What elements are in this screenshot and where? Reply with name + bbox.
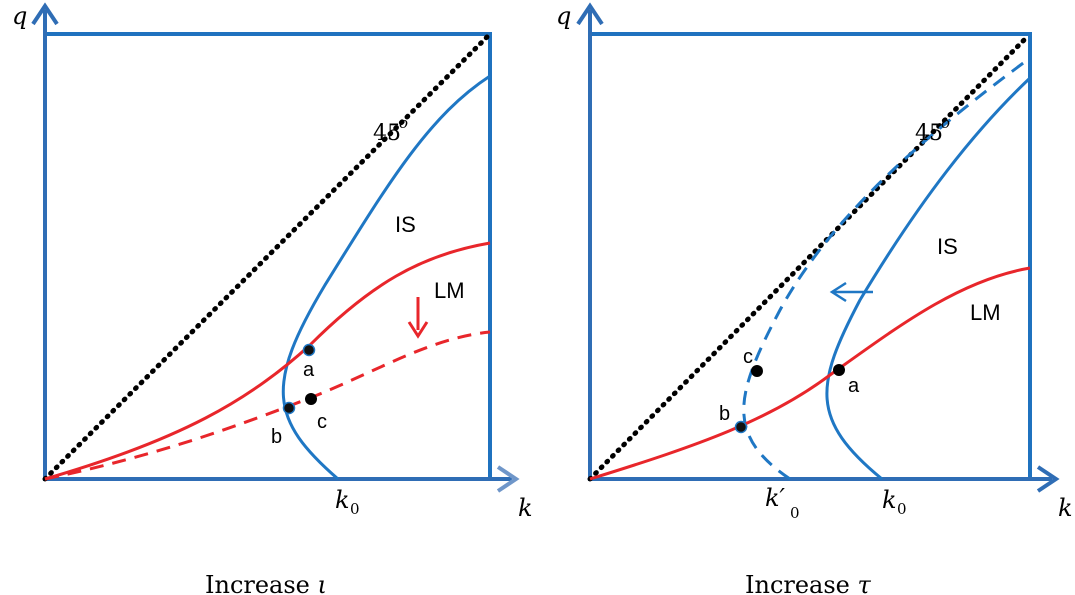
left-45-degree-line — [42, 34, 490, 482]
left-point-a-label: a — [303, 359, 315, 381]
right-is-shift-arrowhead — [829, 281, 847, 303]
left-point-a-dot — [302, 343, 316, 357]
right-caption-text: Increase τ — [745, 571, 872, 595]
right-k0-tick-label: k 0 — [882, 486, 907, 518]
left-caption-text: Increase ι — [205, 571, 327, 595]
right-angle-degree: o — [941, 114, 950, 132]
left-point-b-dot — [282, 401, 296, 415]
left-point-c-label: c — [317, 411, 327, 433]
right-45-degree-line — [587, 34, 1030, 482]
right-panel: q k k′ 0 k 0 45 o IS LM a b c Increase τ — [556, 2, 1073, 595]
left-lm-curve — [44, 241, 491, 481]
right-lm-curve — [589, 266, 1031, 481]
left-point-b-label: b — [271, 426, 282, 448]
right-k-prime-subscript: 0 — [790, 504, 800, 522]
right-point-c-label: c — [743, 346, 753, 368]
right-caption-words: Increase — [745, 571, 858, 595]
right-k-prime-main: k′ — [765, 484, 786, 512]
right-point-a-dot — [833, 364, 845, 376]
left-caption-words: Increase — [205, 571, 318, 595]
left-is-curve — [281, 74, 491, 481]
left-k0-main: k — [335, 486, 350, 514]
right-y-axis-arrowhead — [576, 2, 604, 26]
right-angle-number: 45 — [915, 121, 943, 146]
left-point-c-dot — [305, 393, 317, 405]
right-point-a-label: a — [848, 375, 860, 397]
right-angle-label: 45 o — [915, 114, 950, 146]
right-lm-label: LM — [970, 300, 1001, 325]
right-x-axis-label: k — [1058, 494, 1073, 522]
left-x-axis-label: k — [518, 494, 533, 522]
left-y-axis-arrowhead — [31, 2, 59, 26]
left-is-label: IS — [395, 212, 416, 237]
right-x-axis-arrowhead — [1036, 465, 1060, 493]
left-lm-shifted-dashed — [44, 330, 491, 481]
left-caption: Increase ι — [205, 571, 327, 595]
left-angle-number: 45 — [373, 121, 401, 146]
left-k0-tick-label: k 0 — [335, 486, 360, 518]
right-point-b-dot — [734, 420, 748, 434]
left-k0-subscript: 0 — [350, 500, 360, 518]
right-is-label: IS — [937, 234, 958, 259]
left-angle-label: 45 o — [373, 114, 408, 146]
right-is-curve — [825, 76, 1032, 481]
right-k0-main: k — [882, 486, 897, 514]
right-y-axis-label: q — [556, 2, 571, 30]
left-x-axis-arrowhead — [496, 465, 520, 493]
left-panel: q k k 0 45 o IS LM a b c Increase ι — [12, 2, 533, 595]
right-point-b-label: b — [719, 403, 730, 425]
right-is-shifted-dashed — [742, 56, 1031, 481]
left-y-axis-label: q — [12, 2, 27, 30]
right-point-c-dot — [751, 365, 763, 377]
right-k-prime-0-tick-label: k′ 0 — [765, 484, 800, 522]
left-lm-label: LM — [434, 278, 465, 303]
right-caption: Increase τ — [745, 571, 872, 595]
left-lm-shift-arrowhead — [407, 321, 429, 339]
right-caption-symbol: τ — [858, 571, 872, 595]
left-caption-symbol: ι — [318, 571, 327, 595]
left-angle-degree: o — [399, 114, 408, 132]
right-k0-subscript: 0 — [897, 500, 907, 518]
